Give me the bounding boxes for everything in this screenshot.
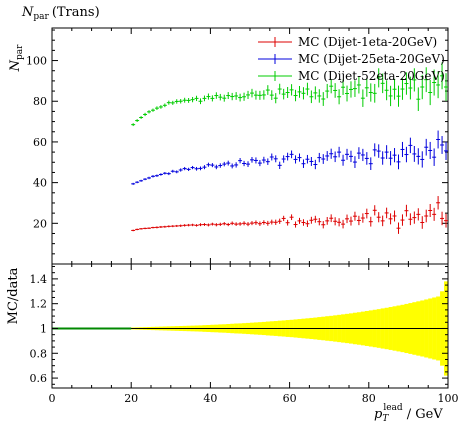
- y-tick-label: 80: [33, 95, 47, 108]
- ratio-y-tick-label: 1.2: [30, 298, 48, 311]
- legend-label: MC (Dijet-52eta-20GeV): [298, 69, 445, 83]
- x-tick-label: 80: [362, 392, 376, 405]
- x-tick-label: 20: [124, 392, 138, 405]
- x-tick-label: 0: [49, 392, 56, 405]
- y-tick-label: 40: [33, 177, 47, 190]
- ratio-axis-ticks: 0 20 40 60 80 100 0.6 0.8 1 1.2 1.4: [30, 264, 459, 405]
- ratio-y-tick-label: 1.4: [30, 273, 48, 286]
- x-axis-label: pTlead / GeV: [374, 403, 443, 422]
- y-tick-label: 20: [33, 217, 47, 230]
- x-tick-label: 60: [283, 392, 297, 405]
- legend-label: MC (Dijet-25eta-20GeV): [298, 52, 445, 66]
- x-tick-label: 40: [203, 392, 217, 405]
- y-axis-label: Npar: [8, 44, 25, 73]
- main-plot-data: [131, 62, 448, 234]
- series-1: [131, 196, 448, 234]
- chart-title: Npar (Trans): [21, 5, 100, 22]
- ratio-y-tick-label: 0.8: [30, 347, 48, 360]
- ratio-y-axis-label: MC/data: [6, 267, 21, 324]
- ratio-y-tick-label: 1: [40, 322, 47, 335]
- series-2: [131, 130, 448, 185]
- x-tick-label: 100: [438, 392, 459, 405]
- series-3: [131, 62, 448, 127]
- legend: MC (Dijet-1eta-20GeV) MC (Dijet-25eta-20G…: [258, 35, 445, 83]
- y-tick-label: 60: [33, 136, 47, 149]
- legend-label: MC (Dijet-1eta-20GeV): [298, 35, 437, 49]
- ratio-y-tick-label: 0.6: [30, 372, 48, 385]
- main-axis-ticks: 20 40 60 80 100: [26, 28, 449, 265]
- y-tick-label: 100: [26, 55, 47, 68]
